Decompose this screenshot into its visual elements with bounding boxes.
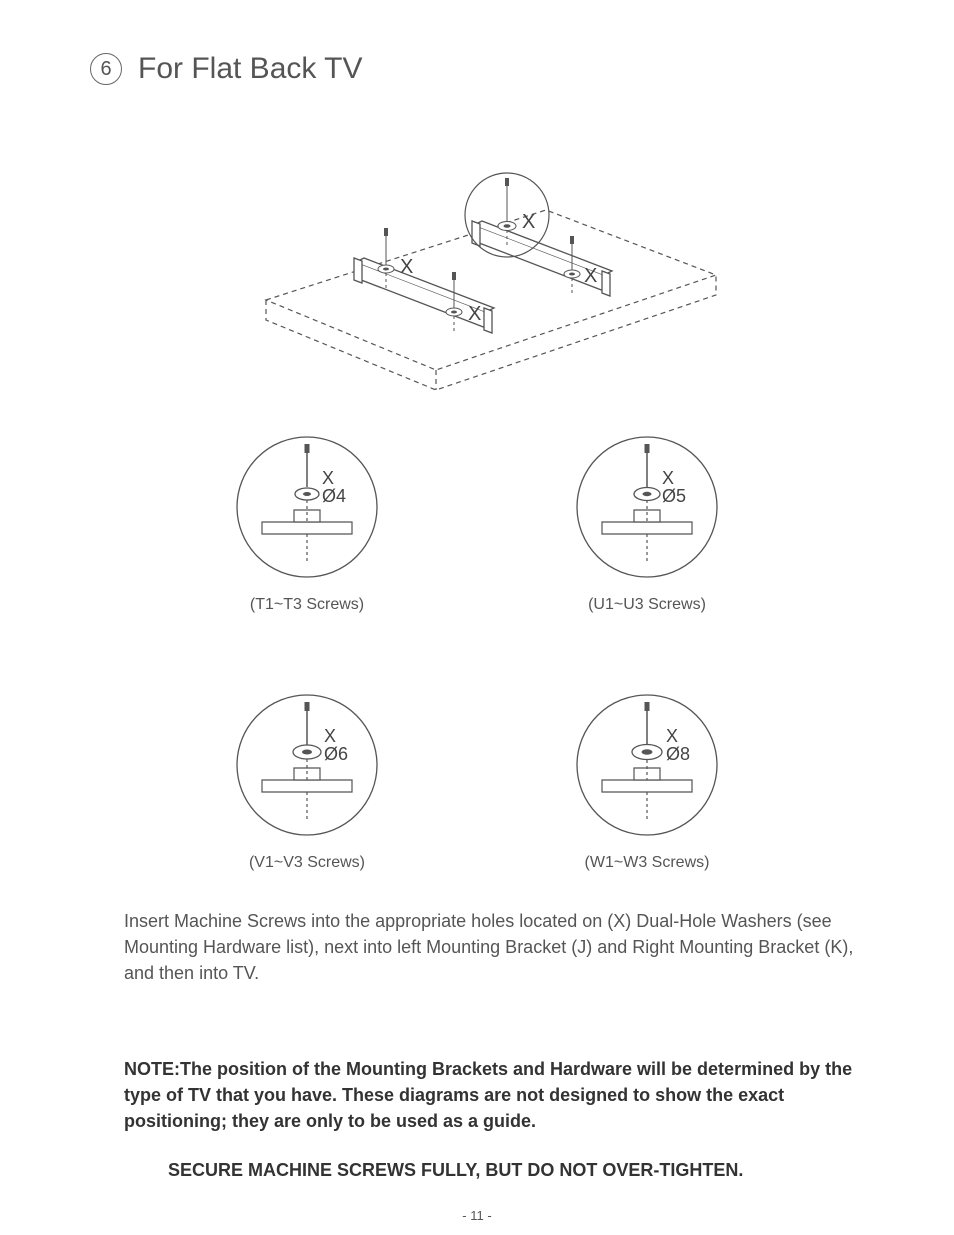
detail-caption-2: (V1~V3 Screws) xyxy=(249,854,365,872)
detail-svg-3: X Ø8 xyxy=(562,690,732,840)
instruction-paragraph: Insert Machine Screws into the appropria… xyxy=(124,908,864,986)
x-mark-4: X xyxy=(584,265,597,287)
detail-svg-1: X Ø5 xyxy=(562,432,732,582)
manual-page: 6 For Flat Back TV xyxy=(0,0,954,1235)
detail-x-3: X xyxy=(666,726,678,746)
detail-caption-3: (W1~W3 Screws) xyxy=(585,854,710,872)
page-number: - 11 - xyxy=(0,1208,954,1223)
detail-x-2: X xyxy=(324,726,336,746)
detail-cell-0: X Ø4 (T1~T3 Screws) xyxy=(222,432,392,614)
detail-x-1: X xyxy=(662,468,674,488)
step-number: 6 xyxy=(100,58,111,81)
x-mark-1: X xyxy=(400,256,413,278)
note-label: NOTE: xyxy=(124,1059,180,1079)
note-text: The position of the Mounting Brackets an… xyxy=(124,1059,852,1131)
x-mark-2: X xyxy=(468,303,481,325)
step-heading: 6 For Flat Back TV xyxy=(90,52,363,86)
detail-svg-2: X Ø6 xyxy=(222,690,392,840)
secure-warning: SECURE MACHINE SCREWS FULLY, BUT DO NOT … xyxy=(168,1160,868,1181)
detail-svg-0: X Ø4 xyxy=(222,432,392,582)
detail-size-2: Ø6 xyxy=(324,744,348,764)
step-title: For Flat Back TV xyxy=(138,52,363,86)
detail-x-0: X xyxy=(322,468,334,488)
step-number-badge: 6 xyxy=(90,53,122,85)
detail-row-1: X Ø4 (T1~T3 Screws) X Ø5 xyxy=(0,432,954,614)
detail-size-3: Ø8 xyxy=(666,744,690,764)
detail-row-2: X Ø6 (V1~V3 Screws) X Ø8 xyxy=(0,690,954,872)
note-block: NOTE:The position of the Mounting Bracke… xyxy=(124,1056,864,1134)
detail-caption-0: (T1~T3 Screws) xyxy=(250,596,364,614)
detail-cell-2: X Ø6 (V1~V3 Screws) xyxy=(222,690,392,872)
main-diagram-svg: X X X xyxy=(236,170,736,430)
detail-cell-1: X Ø5 (U1~U3 Screws) xyxy=(562,432,732,614)
detail-caption-1: (U1~U3 Screws) xyxy=(588,596,706,614)
x-mark-3: X xyxy=(522,211,535,233)
detail-cell-3: X Ø8 (W1~W3 Screws) xyxy=(562,690,732,872)
detail-size-1: Ø5 xyxy=(662,486,686,506)
detail-size-0: Ø4 xyxy=(322,486,346,506)
main-diagram: X X X xyxy=(236,170,736,435)
